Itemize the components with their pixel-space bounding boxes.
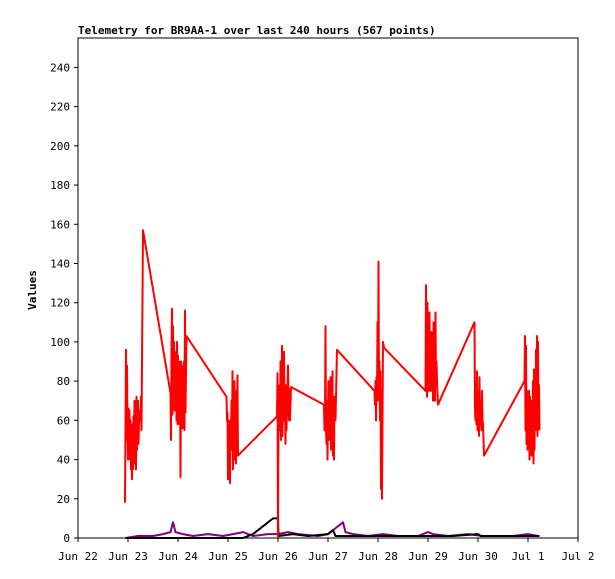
x-tick-label: Jun 24: [158, 550, 198, 563]
x-tick-label: Jun 25: [208, 550, 248, 563]
y-tick-label: 100: [50, 336, 70, 349]
y-tick-label: 60: [57, 414, 70, 427]
y-tick-label: 240: [50, 61, 70, 74]
y-tick-label: 220: [50, 101, 70, 114]
x-tick-label: Jun 23: [108, 550, 148, 563]
x-tick-label: Jul 2: [561, 550, 594, 563]
y-tick-label: 40: [57, 454, 70, 467]
x-tick-label: Jun 22: [58, 550, 98, 563]
y-tick-label: 200: [50, 140, 70, 153]
x-tick-label: Jun 26: [258, 550, 298, 563]
y-tick-label: 120: [50, 297, 70, 310]
y-axis-label: Values: [26, 270, 39, 310]
x-tick-label: Jun 27: [308, 550, 348, 563]
x-tick-label: Jun 28: [358, 550, 398, 563]
series-line-black: [125, 517, 540, 539]
x-axis: Jun 22 Jun 23 Jun 24 Jun 25 Jun 26 Jun 27 Jun …: [58, 538, 595, 563]
y-tick-label: 160: [50, 218, 70, 231]
y-tick-label: 140: [50, 257, 70, 270]
y-axis: 0 20 40 60 80 100 120 140 160 180 200 220 240: [50, 61, 78, 545]
series-line-red: [124, 229, 541, 539]
y-tick-label: 20: [57, 493, 70, 506]
x-tick-label: Jun 29: [408, 550, 448, 563]
series-layer: [124, 229, 541, 539]
x-tick-label: Jun 30: [458, 550, 498, 563]
y-tick-label: 80: [57, 375, 70, 388]
y-tick-label: 180: [50, 179, 70, 192]
x-tick-label: Jul 1: [511, 550, 544, 563]
y-tick-label: 0: [63, 532, 70, 545]
chart-title: Telemetry for BR9AA-1 over last 240 hour…: [78, 24, 436, 37]
